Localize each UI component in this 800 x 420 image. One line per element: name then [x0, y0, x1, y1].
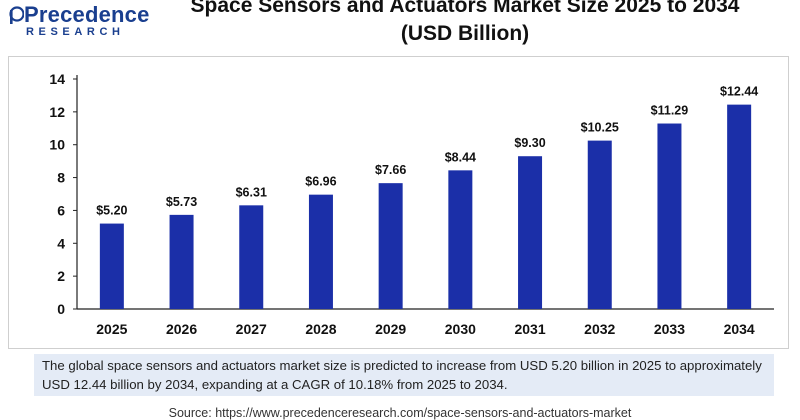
chart-title-line2: (USD Billion)	[400, 22, 530, 45]
x-tick-label-2027: 2027	[236, 321, 267, 337]
bar-2026	[169, 214, 194, 309]
brand-mark-icon	[9, 6, 24, 24]
y-tick-label: 10	[49, 137, 65, 153]
data-label-2029: $7.66	[375, 163, 406, 177]
bar-2030	[448, 170, 473, 309]
bar-2031	[518, 156, 543, 309]
bar-chart: 0 2 4 6 8 10 12 14 $5.20 2025 $5.73 2026 $6.31 2027 $6…	[49, 71, 774, 337]
x-tick-label-2026: 2026	[166, 321, 197, 337]
y-tick-label: 6	[57, 202, 65, 218]
data-label-2033: $11.29	[651, 104, 689, 118]
y-tick-label: 2	[57, 268, 65, 284]
data-label-2032: $10.25	[581, 121, 619, 135]
chart-title: Space Sensors and Actuators Market Size …	[150, 0, 780, 48]
y-tick-label: 12	[49, 104, 65, 120]
data-label-2025: $5.20	[96, 204, 127, 218]
data-label-2031: $9.30	[514, 136, 545, 150]
source-citation: Source: https://www.precedenceresearch.c…	[168, 406, 632, 420]
x-tick-label-2030: 2030	[445, 321, 476, 337]
bar-2028	[308, 194, 333, 309]
data-label-2034: $12.44	[720, 85, 758, 99]
chart-frame: 0 2 4 6 8 10 12 14 $5.20 2025 $5.73 2026 $6.31 2027 $6…	[8, 56, 789, 349]
chart-title-line1: Space Sensors and Actuators Market Size …	[190, 0, 740, 17]
x-tick-label-2031: 2031	[514, 321, 545, 337]
x-tick-label-2034: 2034	[724, 321, 755, 337]
bar-2025	[99, 223, 124, 309]
x-tick-label-2032: 2032	[584, 321, 615, 337]
y-tick-label: 0	[57, 301, 65, 317]
data-label-2026: $5.73	[166, 195, 197, 209]
brand-name: Precedence	[24, 2, 150, 27]
x-tick-label-2025: 2025	[96, 321, 127, 337]
summary-note: The global space sensors and actuators m…	[34, 354, 774, 396]
x-tick-label-2033: 2033	[654, 321, 685, 337]
y-tick-label: 8	[57, 170, 65, 186]
y-tick-label: 14	[49, 71, 65, 87]
brand-logo: Precedence RESEARCH	[8, 2, 149, 42]
data-label-2028: $6.96	[305, 175, 336, 189]
x-tick-label-2028: 2028	[305, 321, 336, 337]
data-label-2027: $6.31	[236, 185, 267, 199]
bar-2027	[239, 205, 264, 309]
bar-2034	[727, 104, 752, 309]
bar-2029	[378, 183, 403, 309]
bar-2033	[657, 123, 682, 310]
x-tick-label-2029: 2029	[375, 321, 406, 337]
bar-2032	[587, 140, 612, 309]
brand-sub: RESEARCH	[26, 26, 125, 38]
data-label-2030: $8.44	[445, 150, 476, 164]
y-tick-label: 4	[57, 235, 65, 251]
